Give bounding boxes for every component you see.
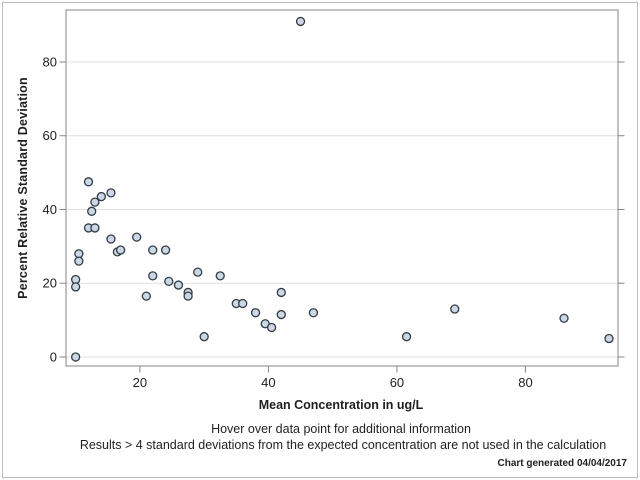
- data-point[interactable]: [90, 197, 100, 207]
- data-point[interactable]: [276, 287, 286, 298]
- data-point[interactable]: [115, 245, 126, 255]
- x-tick-label-20: 20: [133, 375, 147, 390]
- data-point[interactable]: [148, 271, 158, 281]
- data-point[interactable]: [148, 245, 158, 255]
- x-tick-label-60: 60: [390, 375, 404, 390]
- plot-frame: [65, 9, 619, 367]
- data-point[interactable]: [160, 245, 171, 255]
- data-point[interactable]: [173, 280, 184, 290]
- data-point[interactable]: [401, 332, 412, 342]
- data-point[interactable]: [450, 304, 460, 314]
- y-axis-title: Percent Relative Standard Deviation: [16, 77, 30, 299]
- data-point[interactable]: [141, 291, 151, 301]
- data-point[interactable]: [559, 313, 569, 323]
- data-point[interactable]: [193, 267, 203, 277]
- exclusion-rule-footnote: Results > 4 standard deviations from the…: [79, 438, 607, 452]
- data-point[interactable]: [106, 188, 116, 198]
- data-point[interactable]: [295, 16, 306, 27]
- data-point[interactable]: [250, 308, 261, 318]
- data-point[interactable]: [74, 256, 84, 266]
- y-tick-label-60: 60: [43, 128, 57, 143]
- y-tick-label-0: 0: [50, 349, 57, 364]
- x-tick-label-40: 40: [261, 375, 275, 390]
- data-point[interactable]: [90, 223, 100, 233]
- x-axis-title: Mean Concentration in ug/L: [258, 398, 424, 412]
- data-point[interactable]: [199, 332, 209, 342]
- data-point[interactable]: [183, 291, 193, 301]
- data-point[interactable]: [96, 191, 106, 202]
- data-point[interactable]: [604, 333, 614, 344]
- data-point[interactable]: [70, 282, 81, 292]
- data-point[interactable]: [87, 206, 97, 216]
- data-point[interactable]: [276, 309, 286, 320]
- x-tick-label-80: 80: [518, 375, 532, 390]
- data-point[interactable]: [215, 271, 225, 281]
- data-point[interactable]: [164, 276, 174, 287]
- data-point[interactable]: [266, 322, 277, 333]
- y-tick-label-80: 80: [43, 54, 57, 69]
- chart-generated-date: Chart generated 04/04/2017: [497, 458, 627, 469]
- data-point[interactable]: [308, 308, 319, 318]
- hover-hint-footnote: Hover over data point for additional inf…: [211, 422, 471, 436]
- data-point[interactable]: [83, 177, 94, 187]
- data-point[interactable]: [132, 232, 142, 242]
- y-tick-label-40: 40: [43, 202, 57, 217]
- data-point[interactable]: [70, 352, 81, 362]
- y-tick-label-20: 20: [43, 276, 57, 291]
- data-point[interactable]: [238, 298, 248, 309]
- data-point[interactable]: [106, 234, 116, 244]
